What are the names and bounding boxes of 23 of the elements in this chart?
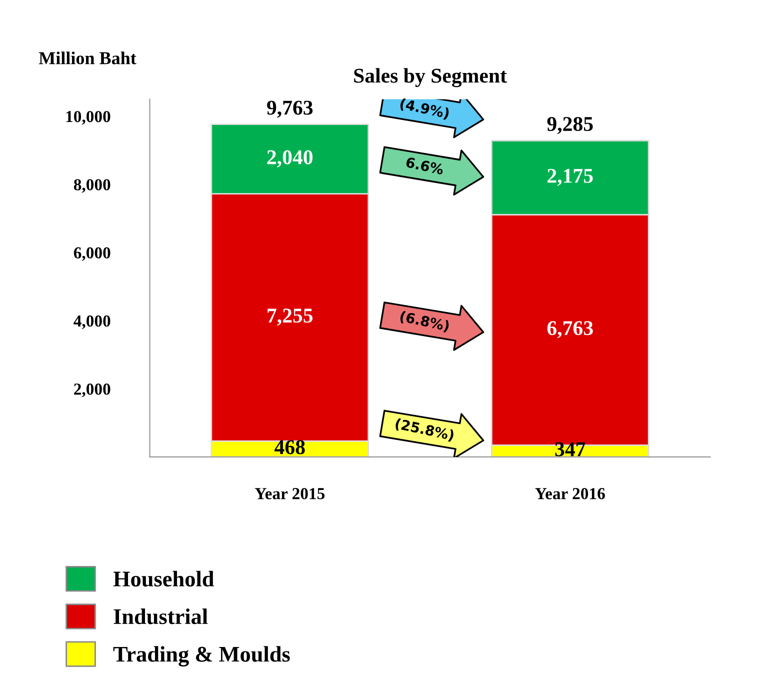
y-tick-label: 8,000 [74,179,110,193]
y-tick-label: 2,000 [74,384,110,398]
legend-label: Trading & Moulds [113,646,290,666]
data-label: 2,040 [267,150,313,168]
data-label: 347 [555,442,586,456]
annotation: (6.8%) [399,310,450,333]
x-tick-label: Year 2016 [535,488,605,500]
x-tick-label: Year 2015 [254,488,325,500]
legend-label: Household [113,570,214,587]
data-label: 2,175 [548,168,593,186]
data-label: 468 [274,440,305,454]
annotation: 6.6% [406,156,444,175]
data-label: 7,255 [268,308,313,326]
total-label: 9,285 [547,116,593,134]
legend-label: Industrial [114,608,208,624]
y-axis-title: Million Baht [38,52,136,64]
data-label: 6,763 [547,321,593,338]
chart-title: Sales by Segment [354,68,507,88]
y-tick-label: 10,000 [66,110,110,125]
y-tick-label: 4,000 [74,315,110,330]
annotation: (4.9%) [399,98,450,120]
y-tick-label: 6,000 [74,247,110,261]
total-label: 9,763 [267,100,313,118]
